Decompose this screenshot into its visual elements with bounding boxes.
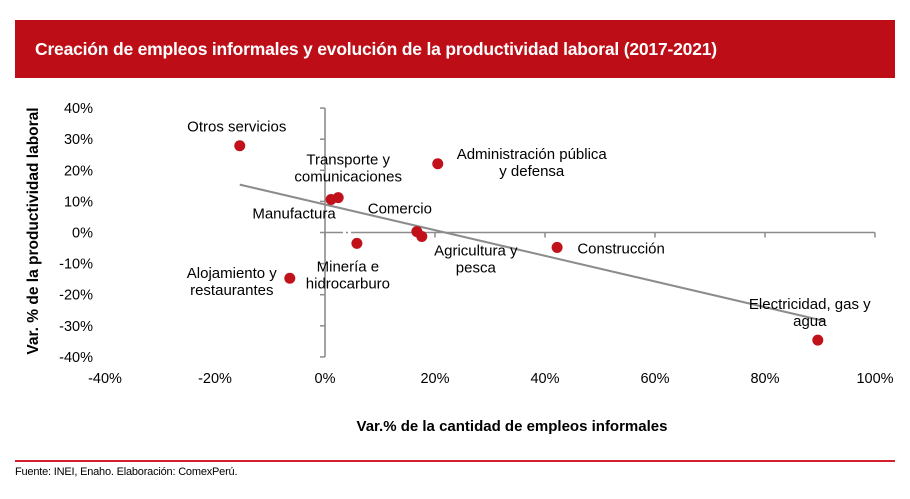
x-tick-label: 0% xyxy=(315,371,336,387)
point-label: Agricultura y pesca xyxy=(434,243,518,277)
x-tick-label: 80% xyxy=(750,371,779,387)
point-labels-group: Otros servicios Transporte y comunicacione… xyxy=(187,119,871,330)
y-tick-label: -30% xyxy=(59,319,93,335)
point-label: Manufactura xyxy=(252,206,336,223)
y-tick-label: -10% xyxy=(59,257,93,273)
y-tick-label: -20% xyxy=(59,288,93,304)
x-tick-label: 100% xyxy=(856,371,893,387)
x-tick-label: 40% xyxy=(530,371,559,387)
point-label: Otros servicios xyxy=(187,119,286,136)
point-label-line: agua xyxy=(793,313,827,330)
y-tick-label: 0% xyxy=(72,226,93,242)
point-label-line: Alojamiento y xyxy=(187,265,278,282)
point-label: Electricidad, gas y agua xyxy=(749,296,871,330)
chart-title: Creación de empleos informales y evoluci… xyxy=(35,39,717,59)
point-label-line: Comercio xyxy=(368,201,432,218)
point-label-line: Otros servicios xyxy=(187,119,286,136)
y-tick-label: 10% xyxy=(64,194,93,210)
y-tick-label: 20% xyxy=(64,163,93,179)
data-point xyxy=(812,334,824,346)
point-label-line: Electricidad, gas y xyxy=(749,296,871,313)
y-axis-label: Var. % de la productividad laboral xyxy=(25,107,42,354)
point-label-line: Minería e xyxy=(317,258,380,275)
point-label: Transporte y comunicaciones xyxy=(294,152,402,186)
point-label-line: pesca xyxy=(456,260,497,277)
footer-divider xyxy=(15,460,895,462)
point-label-line: Administración pública xyxy=(457,146,608,163)
point-label: Alojamiento y restaurantes xyxy=(187,265,278,299)
data-point xyxy=(351,237,363,249)
title-bar: Creación de empleos informales y evoluci… xyxy=(15,20,895,78)
data-point xyxy=(234,140,246,152)
trendline xyxy=(239,183,826,323)
y-tick-label: 30% xyxy=(64,132,93,148)
point-label-line: Construcción xyxy=(577,240,665,257)
axes: -40% -20% 0% 20% 40% 60% 80% 100% 40% 30% 20% 10% 0%… xyxy=(59,101,894,387)
data-point xyxy=(416,231,428,243)
data-point xyxy=(284,272,296,284)
points-group xyxy=(234,140,824,346)
point-label-line: y defensa xyxy=(499,163,565,180)
scatter-chart: -40% -20% 0% 20% 40% 60% 80% 100% 40% 30% 20% 10% 0%… xyxy=(25,101,894,435)
x-tick-label: 20% xyxy=(420,371,449,387)
point-label: Administración pública y defensa xyxy=(457,146,608,180)
point-label: Comercio xyxy=(368,201,432,218)
point-label-line: Agricultura y xyxy=(434,243,518,260)
data-point xyxy=(432,158,444,170)
point-label: Construcción xyxy=(577,240,665,257)
point-label-line: restaurantes xyxy=(190,282,273,299)
y-tick-label: 40% xyxy=(64,101,93,117)
point-label-line: comunicaciones xyxy=(294,169,402,186)
data-point xyxy=(325,194,337,206)
x-axis-label: Var.% de la cantidad de empleos informal… xyxy=(357,418,668,435)
y-tick-label: -40% xyxy=(59,350,93,366)
x-tick-label: -20% xyxy=(198,371,232,387)
trendline-group xyxy=(239,183,826,323)
source-note: Fuente: INEI, Enaho. Elaboración: ComexP… xyxy=(15,466,238,478)
point-label-line: hidrocarburo xyxy=(306,275,390,292)
point-label-line: Transporte y xyxy=(306,152,390,169)
point-label: Minería e hidrocarburo xyxy=(306,258,390,292)
data-point xyxy=(551,241,563,253)
x-tick-label: -40% xyxy=(88,371,122,387)
point-label-line: Manufactura xyxy=(252,206,336,223)
x-tick-label: 60% xyxy=(640,371,669,387)
